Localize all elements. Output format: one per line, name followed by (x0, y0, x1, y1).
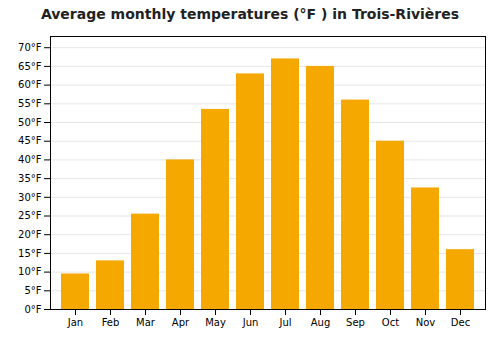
svg-text:Mar: Mar (136, 317, 156, 328)
svg-text:40°F: 40°F (18, 154, 42, 165)
svg-text:35°F: 35°F (18, 173, 42, 184)
svg-text:May: May (205, 317, 226, 328)
svg-text:Oct: Oct (382, 317, 399, 328)
svg-text:10°F: 10°F (18, 266, 42, 277)
svg-text:25°F: 25°F (18, 210, 42, 221)
svg-text:Jan: Jan (67, 317, 83, 328)
svg-text:Jun: Jun (242, 317, 259, 328)
svg-text:20°F: 20°F (18, 229, 42, 240)
svg-text:Dec: Dec (451, 317, 470, 328)
svg-text:60°F: 60°F (18, 79, 42, 90)
svg-text:Sep: Sep (346, 317, 365, 328)
svg-text:Nov: Nov (416, 317, 436, 328)
svg-text:50°F: 50°F (18, 117, 42, 128)
svg-text:Aug: Aug (311, 317, 331, 328)
svg-text:5°F: 5°F (24, 285, 41, 296)
svg-text:Feb: Feb (102, 317, 120, 328)
svg-text:55°F: 55°F (18, 98, 42, 109)
svg-text:15°F: 15°F (18, 248, 42, 259)
svg-text:30°F: 30°F (18, 192, 42, 203)
svg-text:45°F: 45°F (18, 135, 42, 146)
svg-text:Apr: Apr (172, 317, 190, 328)
svg-text:0°F: 0°F (24, 304, 41, 315)
html-text:Average monthly temperatures (: Average monthly temperatures (°F ) in Tr… (40, 6, 460, 22)
svg-text:70°F: 70°F (18, 42, 42, 53)
svg-text:Jul: Jul (278, 317, 291, 328)
svg-text:65°F: 65°F (18, 61, 42, 72)
